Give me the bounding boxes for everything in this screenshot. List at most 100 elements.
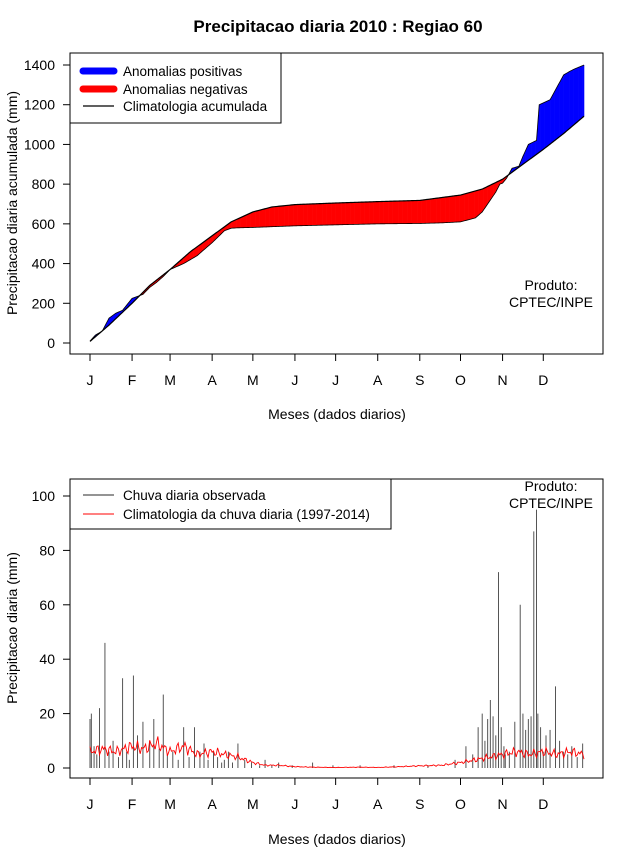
negative-anomaly-segment xyxy=(360,202,362,225)
positive-anomaly-segment xyxy=(565,73,567,133)
climatology-accumulated-line xyxy=(89,115,585,342)
negative-anomaly-segment xyxy=(191,249,194,259)
negative-anomaly-segment xyxy=(228,222,231,230)
negative-anomaly-segment xyxy=(243,215,246,228)
negative-anomaly-segment xyxy=(479,189,482,215)
anomaly-bands xyxy=(90,65,585,342)
negative-anomaly-segment xyxy=(472,191,475,219)
negative-anomaly-segment xyxy=(350,202,353,225)
negative-anomaly-segment xyxy=(212,234,214,243)
negative-anomaly-segment xyxy=(326,203,328,226)
negative-anomaly-segment xyxy=(410,200,412,224)
negative-anomaly-segment xyxy=(293,204,296,226)
bottom-x-tick-label: A xyxy=(207,796,217,812)
negative-anomaly-segment xyxy=(493,183,495,197)
negative-anomaly-segment xyxy=(358,202,361,225)
positive-anomaly-segment xyxy=(546,100,548,148)
positive-anomaly-segment xyxy=(544,101,547,149)
negative-anomaly-segment xyxy=(491,183,494,199)
top-y-tick-label: 1200 xyxy=(24,97,55,113)
negative-anomaly-segment xyxy=(267,207,270,227)
positive-anomaly-segment xyxy=(537,104,540,154)
negative-anomaly-segment xyxy=(269,207,271,227)
negative-anomaly-segment xyxy=(246,214,248,228)
negative-anomaly-segment xyxy=(198,244,201,255)
positive-anomaly-segment xyxy=(550,97,552,145)
positive-anomaly-segment xyxy=(571,69,574,127)
positive-anomaly-segment xyxy=(574,68,577,125)
positive-anomaly-segment xyxy=(524,150,526,164)
negative-anomaly-segment xyxy=(313,203,316,226)
negative-anomaly-segment xyxy=(486,186,488,206)
negative-anomaly-segment xyxy=(446,196,449,223)
negative-anomaly-segment xyxy=(440,197,442,223)
bottom-x-tick-label: O xyxy=(455,796,466,812)
negative-anomaly-segment xyxy=(411,200,414,224)
positive-anomaly-segment xyxy=(559,79,562,137)
positive-anomaly-segment xyxy=(552,92,555,142)
negative-anomaly-segment xyxy=(453,195,456,223)
negative-anomaly-segment xyxy=(471,191,474,219)
negative-anomaly-segment xyxy=(182,257,184,265)
positive-anomaly-segment xyxy=(541,102,544,151)
positive-anomaly-segment xyxy=(525,147,528,163)
top-x-tick-label: O xyxy=(455,372,466,388)
negative-anomaly-segment xyxy=(239,217,241,228)
negative-anomaly-segment xyxy=(318,203,320,226)
positive-anomaly-segment xyxy=(535,140,537,156)
negative-anomaly-segment xyxy=(414,200,417,224)
negative-anomaly-segment xyxy=(480,189,483,214)
bottom-x-tick-label: F xyxy=(128,796,137,812)
negative-anomaly-segment xyxy=(258,210,260,228)
negative-anomaly-segment xyxy=(476,190,479,217)
negative-anomaly-segment xyxy=(437,197,440,223)
negative-anomaly-segment xyxy=(426,199,429,224)
negative-anomaly-segment xyxy=(332,203,335,225)
negative-anomaly-segment xyxy=(406,200,408,224)
negative-anomaly-segment xyxy=(244,215,247,228)
negative-anomaly-segment xyxy=(468,192,471,220)
negative-anomaly-segment xyxy=(408,200,411,224)
positive-anomaly-segment xyxy=(533,141,536,157)
negative-anomaly-segment xyxy=(413,200,415,224)
negative-anomaly-segment xyxy=(285,205,288,227)
negative-anomaly-segment xyxy=(256,210,259,228)
negative-anomaly-segment xyxy=(436,198,438,224)
negative-anomaly-segment xyxy=(311,203,313,226)
negative-anomaly-segment xyxy=(370,201,373,225)
negative-anomaly-segment xyxy=(490,184,493,201)
negative-anomaly-segment xyxy=(415,200,418,224)
negative-anomaly-segment xyxy=(227,223,229,230)
negative-anomaly-segment xyxy=(251,211,254,228)
chart-title: Precipitacao diaria 2010 : Regiao 60 xyxy=(193,17,482,36)
bottom-x-tick-label: J xyxy=(332,796,339,812)
negative-anomaly-segment xyxy=(347,202,350,225)
negative-anomaly-segment xyxy=(259,209,262,228)
legend-label-observed: Chuva diaria observada xyxy=(123,488,266,503)
positive-anomaly-segment xyxy=(573,68,575,126)
negative-anomaly-segment xyxy=(278,206,281,227)
negative-anomaly-segment xyxy=(312,203,315,226)
negative-anomaly-segment xyxy=(301,204,304,226)
negative-anomaly-segment xyxy=(345,202,347,225)
top-x-tick-label: M xyxy=(164,372,176,388)
top-panel-accumulated: 0 200 400 600 800 1000 1200 1400 J F M A M J J A S O N D M… xyxy=(4,52,604,422)
bottom-y-tick-label: 100 xyxy=(32,488,56,504)
negative-anomaly-segment xyxy=(341,202,343,225)
legend-label-negative: Anomalias negativas xyxy=(123,82,248,97)
negative-anomaly-segment xyxy=(404,200,407,224)
negative-anomaly-segment xyxy=(402,200,404,224)
negative-anomaly-segment xyxy=(265,208,267,227)
top-x-axis-label: Meses (dados diarios) xyxy=(268,406,406,422)
negative-anomaly-segment xyxy=(328,203,331,226)
negative-anomaly-segment xyxy=(376,201,379,224)
negative-anomaly-segment xyxy=(187,252,190,262)
negative-anomaly-segment xyxy=(392,201,395,224)
top-x-tick-label: S xyxy=(415,372,424,388)
positive-anomaly-segment xyxy=(555,87,558,140)
negative-anomaly-segment xyxy=(305,204,308,226)
negative-anomaly-segment xyxy=(421,200,423,224)
negative-anomaly-segment xyxy=(484,187,487,208)
negative-anomaly-segment xyxy=(388,201,391,224)
